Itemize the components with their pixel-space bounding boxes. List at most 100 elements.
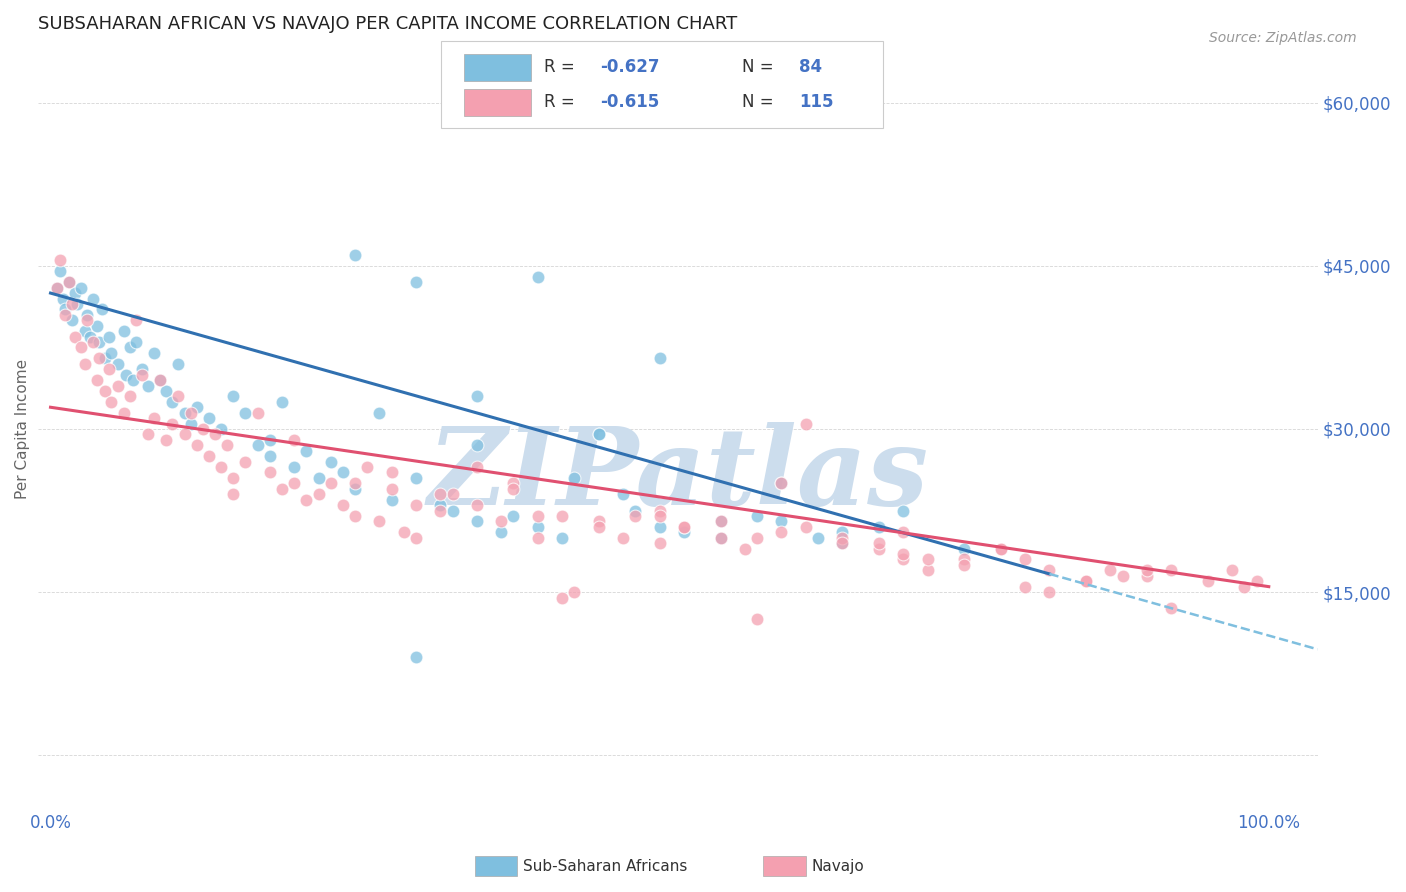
Point — [162, 417, 184, 431]
Point — [831, 531, 853, 545]
Point — [745, 508, 768, 523]
Point — [1160, 563, 1182, 577]
Point — [953, 541, 976, 556]
Point — [115, 368, 138, 382]
Point — [173, 406, 195, 420]
Point — [794, 417, 817, 431]
Point — [648, 508, 671, 523]
Point — [131, 368, 153, 382]
Point — [1160, 601, 1182, 615]
FancyBboxPatch shape — [464, 89, 531, 116]
Point — [52, 292, 75, 306]
Point — [217, 438, 239, 452]
Point — [332, 498, 354, 512]
Point — [491, 515, 513, 529]
Point — [527, 531, 550, 545]
Point — [612, 487, 634, 501]
Point — [891, 503, 914, 517]
Point — [82, 334, 104, 349]
Point — [527, 269, 550, 284]
Point — [868, 520, 890, 534]
Point — [502, 508, 524, 523]
Point — [491, 525, 513, 540]
Point — [118, 389, 141, 403]
Point — [770, 525, 793, 540]
Point — [405, 531, 427, 545]
Point — [1038, 585, 1060, 599]
Point — [392, 525, 415, 540]
Point — [344, 508, 367, 523]
Point — [344, 476, 367, 491]
Point — [405, 275, 427, 289]
Point — [107, 357, 129, 371]
Point — [86, 373, 108, 387]
Point — [794, 520, 817, 534]
Point — [745, 531, 768, 545]
Point — [465, 389, 488, 403]
Point — [990, 541, 1012, 556]
Point — [368, 515, 391, 529]
Point — [246, 406, 269, 420]
Point — [58, 275, 80, 289]
Point — [131, 362, 153, 376]
Point — [136, 427, 159, 442]
FancyBboxPatch shape — [464, 54, 531, 81]
Point — [122, 373, 145, 387]
Point — [98, 362, 121, 376]
Point — [63, 286, 86, 301]
Point — [429, 498, 451, 512]
Point — [100, 346, 122, 360]
Point — [66, 297, 89, 311]
Point — [94, 384, 117, 398]
Text: 115: 115 — [800, 94, 834, 112]
Text: R =: R = — [544, 94, 579, 112]
Point — [381, 492, 404, 507]
Text: ZIPatlas: ZIPatlas — [427, 422, 928, 528]
Text: Navajo: Navajo — [811, 859, 865, 873]
Point — [917, 563, 939, 577]
Point — [76, 308, 98, 322]
Point — [209, 460, 232, 475]
Point — [167, 357, 190, 371]
Point — [45, 280, 67, 294]
Point — [235, 406, 257, 420]
Point — [648, 503, 671, 517]
Point — [155, 384, 177, 398]
Point — [405, 498, 427, 512]
Point — [868, 541, 890, 556]
Point — [180, 406, 202, 420]
Point — [344, 248, 367, 262]
Point — [1220, 563, 1243, 577]
Point — [1246, 574, 1268, 589]
Point — [62, 313, 84, 327]
Point — [1014, 580, 1036, 594]
Text: SUBSAHARAN AFRICAN VS NAVAJO PER CAPITA INCOME CORRELATION CHART: SUBSAHARAN AFRICAN VS NAVAJO PER CAPITA … — [38, 15, 738, 33]
Point — [191, 422, 214, 436]
Point — [259, 466, 281, 480]
Point — [734, 541, 756, 556]
Point — [465, 515, 488, 529]
Point — [1038, 563, 1060, 577]
Point — [1136, 563, 1159, 577]
Point — [709, 531, 731, 545]
Point — [551, 508, 574, 523]
Point — [222, 471, 245, 485]
Text: N =: N = — [742, 94, 779, 112]
Point — [209, 422, 232, 436]
Point — [143, 346, 166, 360]
Point — [1099, 563, 1122, 577]
Point — [45, 280, 67, 294]
Point — [295, 492, 318, 507]
Point — [82, 292, 104, 306]
Point — [441, 487, 464, 501]
Point — [709, 531, 731, 545]
Point — [180, 417, 202, 431]
Point — [204, 427, 226, 442]
Text: 84: 84 — [800, 59, 823, 77]
Point — [149, 373, 172, 387]
Point — [745, 612, 768, 626]
Point — [76, 313, 98, 327]
Point — [186, 401, 208, 415]
Point — [283, 433, 305, 447]
Point — [155, 433, 177, 447]
